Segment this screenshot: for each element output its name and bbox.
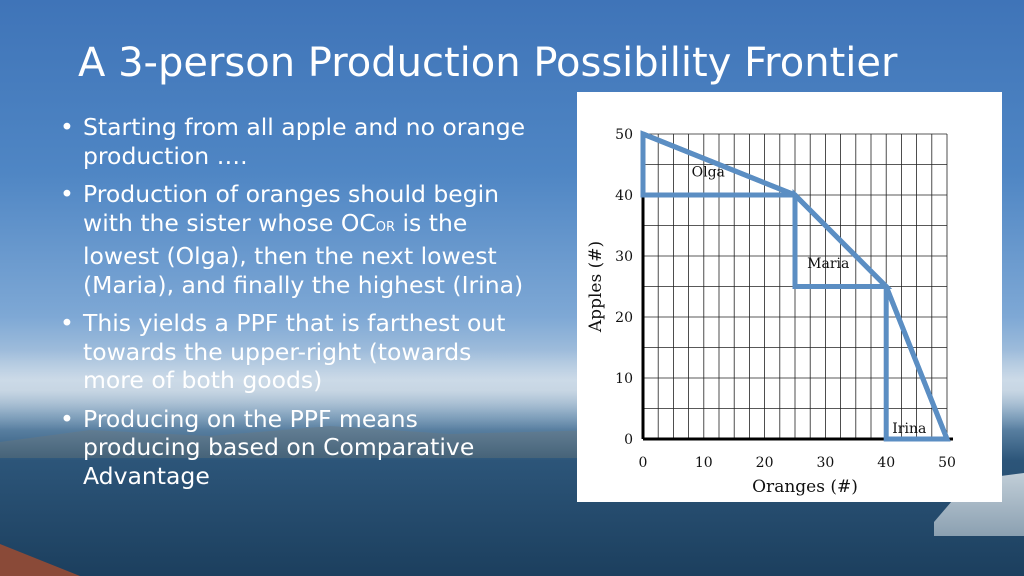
y-tick-label: 10 (615, 371, 633, 387)
y-tick-label: 40 (615, 188, 633, 204)
bullet-item: • Producing on the PPF means producing b… (60, 405, 530, 491)
y-tick-label: 50 (615, 127, 633, 143)
ppf-chart: Olga Maria Irina 0 10 20 30 40 50 0 10 20 30 40 50 Oran… (577, 92, 1002, 502)
bullet-item: • This yields a PPF that is farthest out… (60, 309, 530, 395)
bullet-dot: • (60, 180, 74, 208)
ppf-chart-svg: Olga Maria Irina 0 10 20 30 40 50 0 10 20 30 40 50 Oran… (586, 127, 956, 497)
y-tick-label: 0 (624, 432, 633, 448)
bullet-dot: • (60, 309, 74, 337)
bullet-text: Production of oranges should begin with … (83, 180, 500, 237)
label-olga: Olga (692, 165, 725, 181)
bullet-text: Producing on the PPF means producing bas… (83, 404, 475, 490)
bullet-dot: • (60, 113, 74, 141)
label-maria: Maria (807, 256, 849, 272)
x-tick-label: 10 (695, 455, 713, 471)
slide-title: A 3-person Production Possibility Fronti… (78, 40, 898, 86)
x-tick-label: 30 (816, 455, 834, 471)
bullet-dot: • (60, 404, 74, 433)
bullet-text: This yields a PPF that is farthest out t… (83, 309, 506, 394)
label-irina: Irina (892, 421, 926, 437)
bullet-list: • Starting from all apple and no orange … (60, 113, 530, 500)
ppf-line (642, 131, 950, 440)
x-tick-label: 40 (877, 455, 895, 471)
y-tick-label: 20 (615, 310, 633, 326)
bullet-item: • Production of oranges should begin wit… (60, 180, 530, 299)
x-tick-label: 20 (756, 455, 774, 471)
bullet-text: Starting from all apple and no orange pr… (83, 113, 526, 170)
bullet-text-continued: is the lowest (Olga), then the next lowe… (83, 208, 524, 299)
x-tick-label: 50 (938, 455, 956, 471)
y-tick-label: 30 (615, 249, 633, 265)
bullet-item: • Starting from all apple and no orange … (60, 113, 530, 170)
y-axis-title: Apples (#) (586, 241, 606, 333)
x-tick-label: 0 (639, 455, 648, 471)
subscript-or: OR (375, 219, 396, 235)
x-axis-title: Oranges (#) (752, 477, 858, 497)
